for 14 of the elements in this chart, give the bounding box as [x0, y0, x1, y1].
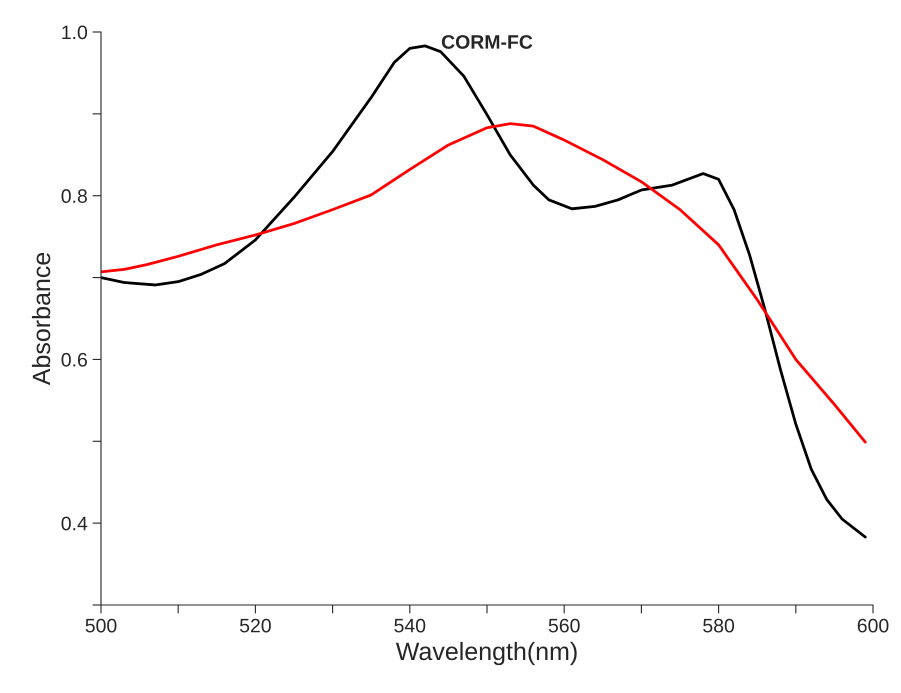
chart-title: CORM-FC	[442, 35, 532, 49]
x-tick-label: 600	[858, 618, 888, 632]
y-tick-label: 0.6	[62, 352, 87, 367]
x-tick-label: 560	[548, 618, 580, 632]
x-axis-title: Wavelength(nm)	[396, 642, 577, 666]
y-tick-label: 1.0	[62, 25, 88, 40]
y-axis-title: Absorbance	[32, 252, 50, 386]
y-tick-label: 0.8	[62, 189, 87, 203]
x-tick-label: 580	[703, 618, 734, 632]
y-tick-label: 0.4	[62, 516, 88, 530]
x-tick-label: 520	[240, 618, 271, 632]
x-tick-label: 540	[394, 618, 426, 632]
line-series	[101, 122, 867, 444]
x-tick-label: 500	[86, 618, 116, 632]
